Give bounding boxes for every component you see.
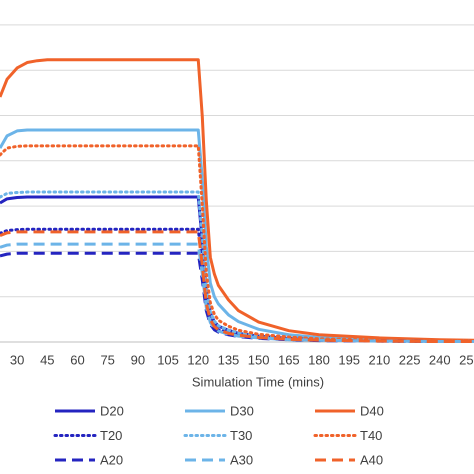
line-dotted (0, 144, 474, 343)
x-tick-label: 45 (40, 352, 54, 367)
x-tick-label: 225 (399, 352, 421, 367)
x-tick-label: 135 (218, 352, 240, 367)
legend-label: D40 (360, 403, 384, 418)
x-tick-label: 180 (308, 352, 330, 367)
legend-label: A40 (360, 452, 383, 467)
x-tick-label: 195 (338, 352, 360, 367)
x-tick-label: 150 (248, 352, 270, 367)
legend-label: T20 (100, 428, 122, 443)
line-dashed (0, 251, 474, 344)
x-tick-label: 165 (278, 352, 300, 367)
x-tick-label: 60 (70, 352, 84, 367)
legend-label: T30 (230, 428, 252, 443)
line-solid (0, 58, 474, 342)
legend-label: A30 (230, 452, 253, 467)
legend-label: A20 (100, 452, 123, 467)
x-axis-label: Simulation Time (mins) (192, 374, 324, 389)
x-tick-label: 105 (157, 352, 179, 367)
line-solid (0, 128, 474, 343)
line-dashed (0, 230, 474, 344)
legend-label: D20 (100, 403, 124, 418)
x-tick-label: 30 (10, 352, 24, 367)
x-tick-label: 90 (131, 352, 145, 367)
x-tick-label: 75 (100, 352, 114, 367)
x-tick-label: 255 (459, 352, 474, 367)
line-dotted (0, 227, 474, 344)
line-dashed (0, 242, 474, 344)
legend-label: D30 (230, 403, 254, 418)
legend-label: T40 (360, 428, 382, 443)
x-tick-label: 120 (187, 352, 209, 367)
line-dotted (0, 190, 474, 343)
x-tick-label: 210 (369, 352, 391, 367)
x-tick-label: 240 (429, 352, 451, 367)
